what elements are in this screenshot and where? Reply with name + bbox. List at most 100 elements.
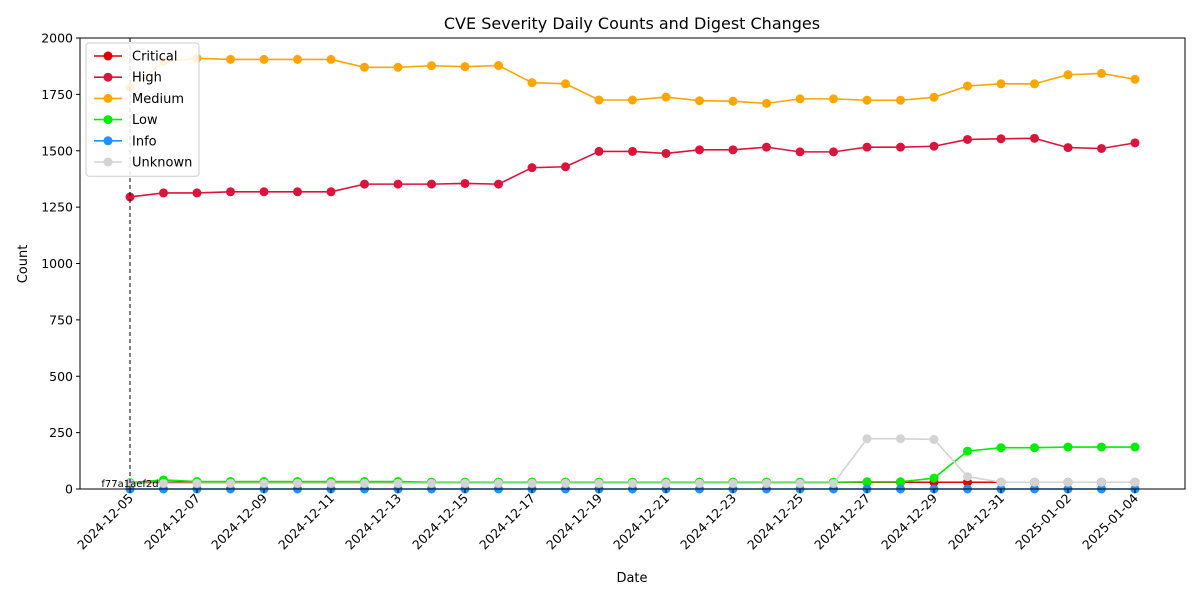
data-point-low — [1030, 443, 1039, 453]
y-tick-label: 1750 — [41, 87, 73, 102]
data-point-high — [628, 146, 637, 156]
data-point-high — [1130, 138, 1140, 148]
x-tick-label: 2025-01-04 — [1079, 490, 1141, 552]
data-point-unknown — [896, 434, 905, 444]
data-point-medium — [594, 95, 604, 105]
y-tick-label: 750 — [49, 312, 73, 327]
data-point-unknown — [628, 478, 637, 488]
legend-item-critical: Critical — [94, 50, 177, 65]
data-point-medium — [628, 95, 637, 105]
legend-marker — [103, 93, 113, 103]
data-point-unknown — [1097, 477, 1106, 487]
legend-item-low: Low — [94, 113, 158, 128]
data-point-medium — [293, 54, 302, 64]
data-point-unknown — [527, 478, 537, 488]
plot-area — [80, 38, 1185, 489]
x-tick-label: 2024-12-17 — [476, 491, 538, 553]
data-point-medium — [829, 94, 838, 104]
legend: Critical High Medium Low Info Unknown — [85, 42, 200, 177]
y-axis-label: Count — [16, 245, 31, 284]
data-point-high — [762, 142, 771, 152]
legend-marker — [103, 157, 113, 167]
x-tick-label: 2024-12-05 — [74, 491, 136, 553]
x-tick-label: 2024-12-27 — [811, 491, 873, 553]
data-point-medium — [427, 61, 436, 71]
plot-background — [80, 38, 1185, 489]
data-point-unknown — [460, 478, 470, 488]
data-point-unknown — [929, 434, 939, 444]
data-point-low — [929, 473, 939, 483]
data-point-high — [561, 162, 570, 172]
data-point-medium — [762, 98, 771, 108]
data-point-medium — [1130, 74, 1140, 84]
x-tick-label: 2024-12-11 — [275, 491, 337, 553]
legend-label: High — [132, 71, 162, 86]
data-point-high — [393, 179, 403, 189]
legend-label: Low — [132, 113, 158, 128]
data-point-unknown — [795, 478, 805, 488]
data-point-low — [963, 446, 972, 456]
data-point-medium — [259, 54, 269, 64]
data-point-medium — [728, 96, 738, 106]
data-point-unknown — [963, 472, 972, 482]
x-tick-label: 2024-12-19 — [543, 490, 605, 552]
legend-label: Unknown — [132, 156, 192, 171]
data-point-medium — [226, 54, 235, 64]
data-point-high — [695, 145, 704, 155]
data-point-low — [896, 477, 905, 487]
data-point-high — [1030, 133, 1039, 143]
data-point-unknown — [862, 434, 872, 444]
data-point-high — [226, 187, 235, 197]
legend-marker — [103, 115, 113, 125]
data-point-medium — [1063, 70, 1073, 80]
data-point-high — [996, 134, 1006, 144]
data-point-high — [125, 192, 135, 202]
data-point-high — [929, 141, 939, 151]
legend-marker — [103, 72, 113, 82]
x-tick-label: 2024-12-21 — [610, 491, 672, 553]
data-point-medium — [862, 95, 872, 105]
data-point-high — [460, 178, 470, 188]
data-point-unknown — [1130, 477, 1140, 487]
data-point-high — [494, 179, 503, 189]
data-point-high — [829, 147, 838, 157]
data-point-low — [862, 477, 872, 487]
data-point-low — [996, 443, 1006, 453]
data-point-unknown — [326, 478, 336, 488]
data-point-unknown — [159, 478, 168, 488]
data-point-high — [293, 187, 302, 197]
legend-label: Critical — [132, 50, 177, 65]
chart-title: CVE Severity Daily Counts and Digest Cha… — [444, 14, 820, 33]
legend-item-high: High — [94, 71, 162, 86]
data-point-high — [963, 134, 972, 144]
data-point-unknown — [661, 478, 671, 488]
y-tick-label: 1000 — [41, 256, 73, 271]
data-point-unknown — [226, 478, 235, 488]
legend-label: Info — [132, 134, 157, 149]
x-tick-label: 2025-01-02 — [1012, 491, 1074, 553]
series-layer — [125, 53, 1140, 494]
data-point-unknown — [1063, 477, 1073, 487]
data-point-high — [728, 145, 738, 155]
data-point-medium — [1030, 79, 1039, 89]
data-point-high — [862, 142, 872, 152]
data-point-medium — [460, 62, 470, 72]
data-point-medium — [996, 79, 1006, 89]
data-point-unknown — [427, 478, 436, 488]
y-tick-label: 250 — [49, 425, 73, 440]
legend-marker — [103, 136, 113, 146]
series-medium — [125, 53, 1140, 108]
y-tick-label: 2000 — [41, 31, 73, 46]
data-point-unknown — [259, 478, 269, 488]
data-point-unknown — [829, 478, 838, 488]
data-point-low — [1097, 442, 1106, 452]
data-point-medium — [695, 96, 704, 106]
legend-item-unknown: Unknown — [94, 156, 192, 171]
data-point-medium — [963, 81, 972, 91]
data-point-unknown — [1030, 477, 1039, 487]
data-point-medium — [561, 79, 570, 89]
y-tick-label: 1500 — [41, 143, 73, 158]
data-point-medium — [795, 94, 805, 104]
series-unknown — [125, 434, 1140, 488]
